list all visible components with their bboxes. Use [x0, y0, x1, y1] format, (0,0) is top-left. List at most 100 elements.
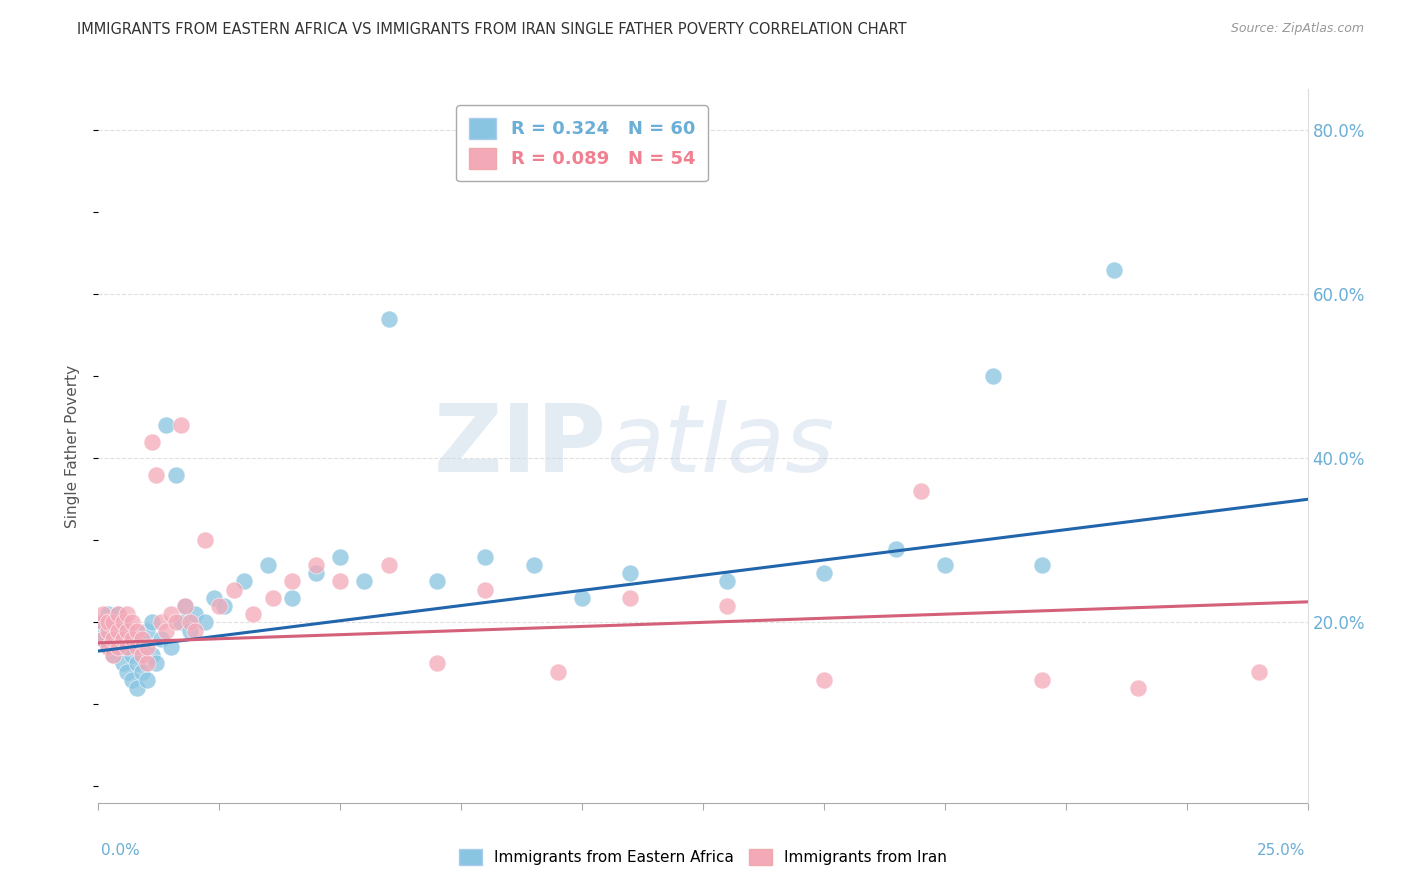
Point [91, 632, 114, 646]
Point [886, 541, 908, 556]
Point [97, 640, 120, 654]
Point [111, 615, 134, 630]
Point [208, 599, 231, 613]
Point [179, 615, 201, 630]
Point [377, 558, 399, 572]
Point [194, 615, 217, 630]
Point [222, 582, 245, 597]
Point [121, 615, 143, 630]
Point [135, 673, 157, 687]
Point [135, 640, 157, 654]
Point [571, 591, 593, 605]
Point [97, 607, 120, 622]
Point [107, 624, 129, 638]
Point [117, 624, 139, 638]
Point [91, 607, 114, 622]
Point [107, 624, 129, 638]
Point [127, 624, 149, 638]
Point [127, 640, 149, 654]
Point [1031, 673, 1053, 687]
Point [91, 615, 114, 630]
Point [145, 657, 167, 671]
Point [256, 558, 278, 572]
Point [426, 657, 449, 671]
Point [716, 599, 738, 613]
Point [131, 648, 153, 662]
Point [174, 599, 197, 613]
Point [981, 369, 1004, 384]
Point [121, 632, 143, 646]
Point [91, 632, 114, 646]
Point [160, 640, 183, 654]
Point [91, 615, 114, 630]
Point [232, 574, 254, 589]
Point [910, 484, 932, 499]
Point [141, 434, 163, 449]
Point [141, 648, 163, 662]
Point [934, 558, 956, 572]
Point [131, 665, 153, 679]
Point [426, 574, 449, 589]
Point [329, 574, 352, 589]
Point [127, 657, 149, 671]
Point [121, 673, 143, 687]
Point [97, 640, 120, 654]
Point [155, 624, 177, 638]
Point [141, 615, 163, 630]
Point [305, 566, 328, 581]
Point [242, 607, 264, 622]
Point [1031, 558, 1053, 572]
Point [101, 632, 124, 646]
Point [204, 591, 226, 605]
Point [174, 599, 197, 613]
Point [813, 673, 835, 687]
Point [107, 607, 129, 622]
Point [716, 574, 738, 589]
Text: 25.0%: 25.0% [1257, 843, 1305, 858]
Point [523, 558, 546, 572]
Point [101, 648, 124, 662]
Point [165, 467, 187, 482]
Point [101, 648, 124, 662]
Point [150, 632, 173, 646]
Point [474, 582, 496, 597]
Point [184, 607, 207, 622]
Point [1102, 262, 1125, 277]
Point [169, 418, 191, 433]
Point [131, 640, 153, 654]
Text: Source: ZipAtlas.com: Source: ZipAtlas.com [1230, 22, 1364, 36]
Point [121, 632, 143, 646]
Point [117, 665, 139, 679]
Point [111, 632, 134, 646]
Point [281, 591, 304, 605]
Legend: Immigrants from Eastern Africa, Immigrants from Iran: Immigrants from Eastern Africa, Immigran… [453, 843, 953, 871]
Point [97, 624, 120, 638]
Point [91, 624, 114, 638]
Point [117, 624, 139, 638]
Y-axis label: Single Father Poverty: Single Father Poverty [65, 365, 80, 527]
Point [111, 615, 134, 630]
Point [305, 558, 328, 572]
Point [169, 615, 191, 630]
Point [111, 657, 134, 671]
Point [474, 549, 496, 564]
Point [150, 615, 173, 630]
Point [117, 607, 139, 622]
Point [619, 591, 641, 605]
Legend: R = 0.324   N = 60, R = 0.089   N = 54: R = 0.324 N = 60, R = 0.089 N = 54 [457, 105, 707, 181]
Point [160, 607, 183, 622]
Point [131, 632, 153, 646]
Text: 0.0%: 0.0% [101, 843, 141, 858]
Point [353, 574, 375, 589]
Point [1128, 681, 1150, 695]
Point [155, 418, 177, 433]
Point [117, 640, 139, 654]
Text: atlas: atlas [606, 401, 835, 491]
Point [107, 640, 129, 654]
Point [101, 615, 124, 630]
Point [194, 533, 217, 548]
Point [547, 665, 569, 679]
Point [135, 657, 157, 671]
Point [184, 624, 207, 638]
Point [107, 607, 129, 622]
